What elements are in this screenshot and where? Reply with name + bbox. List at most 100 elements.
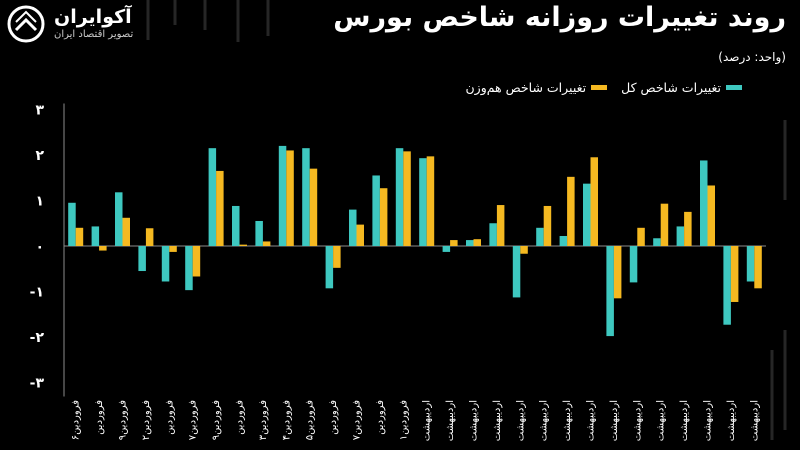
legend-swatch-equal	[591, 85, 608, 90]
bar-total	[700, 160, 708, 246]
bar-equal	[169, 246, 177, 252]
x-tick-label: اردیبهشت	[492, 400, 503, 441]
bar-equal	[75, 227, 84, 246]
y-tick-label: -۱	[30, 285, 44, 301]
bar-total	[723, 246, 731, 325]
x-tick-label: فروردین۹	[118, 400, 129, 440]
x-tick-label: فروردین	[375, 400, 386, 435]
x-tick-label: اردیبهشت	[422, 400, 433, 441]
bar-total	[372, 175, 380, 246]
y-tick-label: ۰	[35, 239, 44, 255]
bar-total	[536, 227, 544, 246]
legend-swatch-total	[726, 85, 742, 90]
legend-label-equal: تغییرات شاخص هم‌وزن	[465, 80, 587, 95]
bar-total	[559, 235, 568, 246]
bar-equal	[192, 246, 201, 277]
bar-equal	[145, 228, 154, 246]
bar-total	[746, 246, 755, 282]
brand-logo-icon	[7, 5, 45, 43]
bar-total	[512, 246, 521, 298]
bar-equal	[309, 168, 318, 246]
bar-total	[629, 246, 638, 283]
bar-equal	[122, 217, 130, 246]
bar-total	[91, 226, 100, 246]
bar-total	[653, 238, 661, 246]
x-tick-label: فروردین۱	[398, 400, 409, 440]
bar-total	[255, 220, 263, 246]
x-tick-label: اردیبهشت	[609, 400, 620, 441]
chart-legend: تغییرات شاخص کل تغییرات شاخص هم‌وزن	[465, 80, 742, 95]
x-tick-label: اردیبهشت	[539, 400, 550, 441]
x-tick-label: اردیبهشت	[469, 400, 480, 441]
x-tick-label: فروردین۷	[188, 400, 199, 440]
bar-equal	[473, 239, 481, 246]
bar-equal	[333, 246, 341, 268]
bar-equal	[262, 241, 271, 246]
bar-total	[208, 148, 217, 246]
bar-equal	[450, 240, 458, 246]
x-tick-label: فروردین	[164, 400, 175, 435]
bar-total	[161, 246, 170, 282]
bar-total	[185, 246, 193, 291]
bar-equal	[99, 246, 107, 251]
bar-equal	[660, 203, 669, 246]
x-tick-label: فروردین	[328, 400, 339, 435]
bar-equal	[286, 150, 294, 246]
brand-tagline: تصویر اقتصاد ایران	[54, 29, 134, 40]
legend-label-total: تغییرات شاخص کل	[621, 80, 721, 95]
bar-equal	[403, 151, 411, 246]
bar-equal	[239, 244, 247, 246]
bar-total	[442, 246, 451, 252]
bar-equal	[754, 246, 762, 289]
x-tick-label: اردیبهشت	[586, 400, 597, 441]
bar-equal	[426, 156, 435, 246]
bar-equal	[684, 211, 692, 246]
bar-equal	[543, 205, 552, 246]
bar-total	[489, 223, 497, 246]
bar-equal	[567, 176, 575, 246]
x-tick-label: اردیبهشت	[632, 400, 643, 441]
x-tick-label: فروردین	[235, 400, 246, 435]
legend-item-total: تغییرات شاخص کل	[621, 80, 742, 95]
x-tick-label: اردیبهشت	[515, 400, 526, 441]
bar-total	[302, 148, 310, 246]
bar-equal	[496, 205, 505, 246]
bar-total	[606, 246, 614, 337]
bar-total	[138, 246, 146, 272]
bar-equal	[216, 170, 224, 246]
x-tick-label: فروردین	[94, 400, 105, 435]
x-tick-label: اردیبهشت	[562, 400, 573, 441]
x-tick-label: اردیبهشت	[445, 400, 456, 441]
x-tick-label: فروردین۳	[258, 400, 269, 440]
bar-total	[278, 145, 287, 246]
x-tick-label: فروردین۷	[352, 400, 363, 440]
y-tick-label: ۲	[35, 148, 44, 164]
x-tick-label: اردیبهشت	[679, 400, 690, 441]
x-tick-label: فروردین۴	[281, 400, 292, 440]
bar-total	[349, 209, 357, 246]
bar-total	[68, 202, 76, 246]
bar-total	[583, 183, 591, 246]
x-tick-label: اردیبهشت	[749, 400, 760, 441]
bar-equal	[613, 246, 622, 299]
unit-label: (واحد: درصد)	[718, 50, 786, 64]
y-tick-label: ۳	[35, 103, 44, 119]
x-tick-label: فروردین۵	[305, 400, 316, 440]
bar-total	[676, 226, 685, 246]
y-tick-label: -۲	[30, 330, 45, 346]
bar-total	[466, 240, 474, 246]
bar-total	[115, 192, 123, 246]
bar-equal	[379, 188, 388, 246]
x-tick-label: فروردین۶	[71, 400, 82, 440]
legend-item-equal: تغییرات شاخص هم‌وزن	[465, 80, 608, 95]
x-tick-label: اردیبهشت	[726, 400, 737, 441]
brand-logo: آکوایران تصویر اقتصاد ایران	[6, 4, 133, 44]
bar-equal	[730, 246, 739, 302]
bar-total	[232, 205, 240, 246]
x-tick-label: فروردین۲	[141, 400, 152, 440]
y-tick-label: ۱	[35, 194, 44, 210]
bar-equal	[590, 157, 598, 246]
x-tick-label: اردیبهشت	[703, 400, 714, 441]
